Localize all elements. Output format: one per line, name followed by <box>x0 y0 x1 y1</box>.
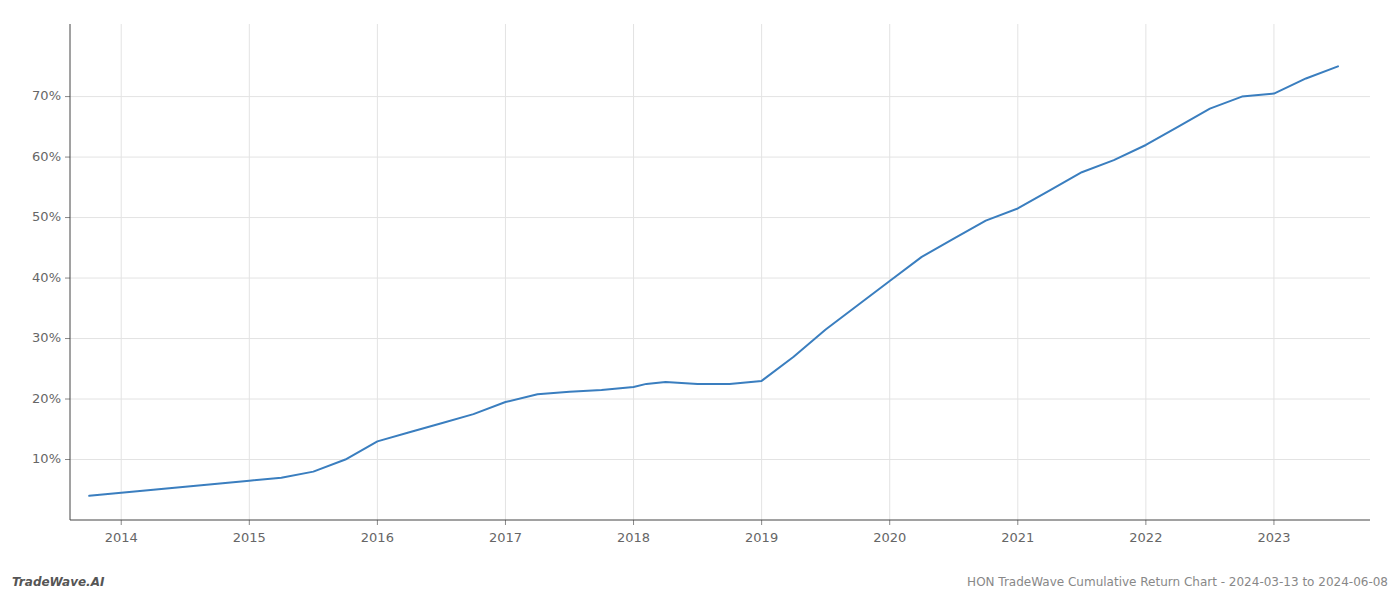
tick-label: 2016 <box>361 530 394 545</box>
tick-mark <box>249 520 250 525</box>
tick-label: 2017 <box>489 530 522 545</box>
tick-label: 50% <box>32 209 61 224</box>
grid-line <box>121 24 122 520</box>
grid-line <box>70 459 1370 460</box>
chart: 10% 20% 30% 40% 50% 60% 70% 2014 2015 2016 2017 201… <box>0 0 1400 600</box>
tick-label: 2022 <box>1129 530 1162 545</box>
plot-area <box>89 66 1338 495</box>
grid-line <box>249 24 250 520</box>
background <box>0 0 1400 600</box>
grid-line <box>633 24 634 520</box>
tick-mark <box>505 520 506 525</box>
grid-line <box>70 278 1370 279</box>
grid-line <box>70 157 1370 158</box>
x-axis-line <box>70 520 1370 521</box>
tick-mark <box>121 520 122 525</box>
tick-label: 40% <box>32 270 61 285</box>
tick-mark <box>65 217 70 218</box>
tick-mark <box>65 278 70 279</box>
tick-mark <box>65 459 70 460</box>
tick-mark <box>633 520 634 525</box>
grid-line <box>70 96 1370 97</box>
grid-line <box>505 24 506 520</box>
grid-line <box>70 217 1370 218</box>
data-line <box>89 66 1338 495</box>
tick-mark <box>1145 520 1146 525</box>
tick-label: 2023 <box>1257 530 1290 545</box>
footer-right: HON TradeWave Cumulative Return Chart - … <box>967 575 1388 589</box>
grid-line <box>1273 24 1274 520</box>
grid-line <box>1145 24 1146 520</box>
tick-mark <box>889 520 890 525</box>
tick-label: 60% <box>32 149 61 164</box>
tick-label: 30% <box>32 330 61 345</box>
grid-line <box>1017 24 1018 520</box>
tick-label: 10% <box>32 451 61 466</box>
footer-left: TradeWave.AI <box>12 575 105 589</box>
grid-line <box>889 24 890 520</box>
y-axis-line <box>70 24 71 520</box>
tick-label: 2018 <box>617 530 650 545</box>
tick-mark <box>377 520 378 525</box>
grid <box>70 24 1370 520</box>
tick-label: 2020 <box>873 530 906 545</box>
grid-line <box>761 24 762 520</box>
grid-line <box>377 24 378 520</box>
tick-mark <box>65 157 70 158</box>
tick-label: 2021 <box>1001 530 1034 545</box>
tick-mark <box>65 96 70 97</box>
tick-label: 2014 <box>105 530 138 545</box>
tick-mark <box>1273 520 1274 525</box>
axes: 10% 20% 30% 40% 50% 60% 70% 2014 2015 2016 2017 201… <box>32 24 1370 545</box>
tick-label: 70% <box>32 88 61 103</box>
tick-label: 2019 <box>745 530 778 545</box>
tick-label: 2015 <box>233 530 266 545</box>
grid-line <box>70 399 1370 400</box>
tick-mark <box>761 520 762 525</box>
tick-mark <box>1017 520 1018 525</box>
tick-mark <box>65 399 70 400</box>
tick-mark <box>65 338 70 339</box>
tick-label: 20% <box>32 391 61 406</box>
grid-line <box>70 338 1370 339</box>
